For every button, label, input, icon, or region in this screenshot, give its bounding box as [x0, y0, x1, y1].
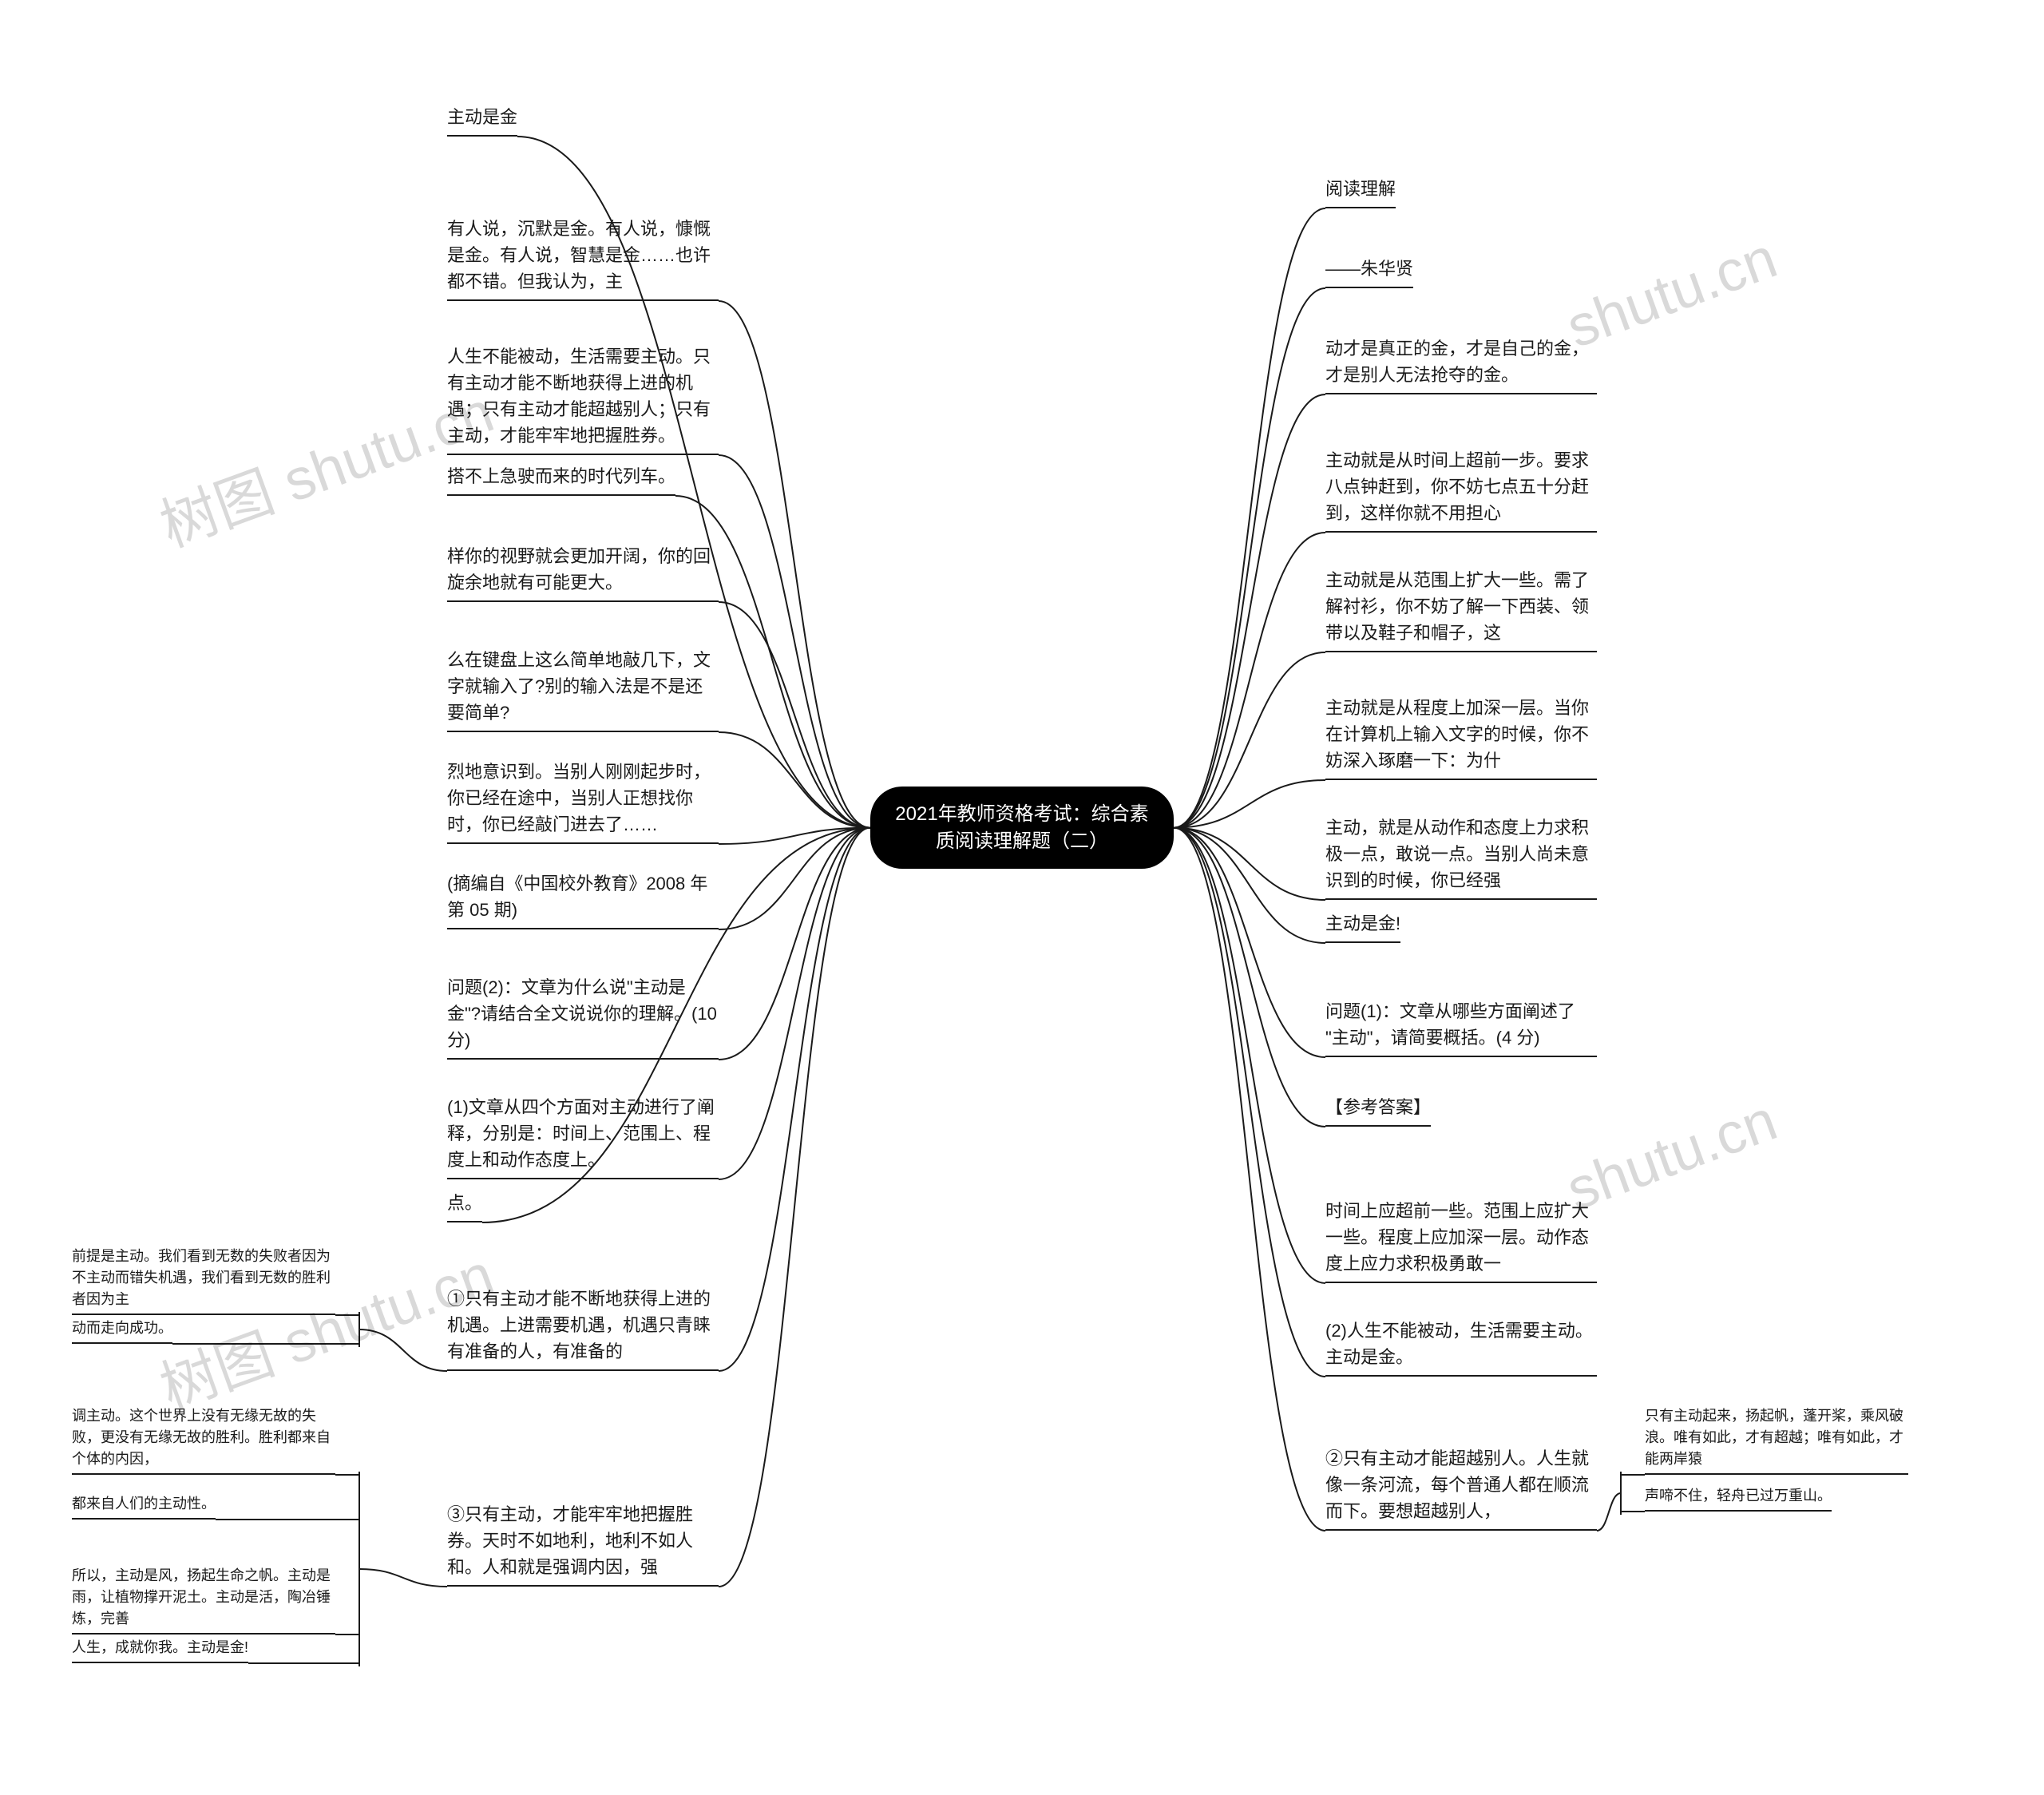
leaf-r12b: 声啼不住，轻舟已过万重山。 — [1645, 1485, 1832, 1512]
mindmap-canvas: 2021年教师资格考试：综合素质阅读理解题（二） 主动是金 有人说，沉默是金。有… — [0, 0, 2044, 1795]
leaf-r9: 【参考答案】 — [1325, 1094, 1431, 1127]
leaf-l0: 主动是金 — [447, 104, 517, 137]
leaf-l2: 人生不能被动，生活需要主动。只有主动才能不断地获得上进的机遇；只有主动才能超越别… — [447, 343, 719, 455]
leaf-r0: 阅读理解 — [1325, 176, 1396, 208]
edge-layer — [0, 0, 2044, 1795]
leaf-l11: ①只有主动才能不断地获得上进的机遇。上进需要机遇，机遇只青睐有准备的人，有准备的 — [447, 1286, 719, 1371]
leaf-l3: 搭不上急驶而来的时代列车。 — [447, 463, 675, 496]
leaf-l12: ③只有主动，才能牢牢地把握胜券。天时不如地利，地利不如人和。人和就是强调内因，强 — [447, 1501, 719, 1587]
leaf-r8: 问题(1)：文章从哪些方面阐述了 "主动"，请简要概括。(4 分) — [1325, 998, 1597, 1057]
leaf-l8: 问题(2)：文章为什么说"主动是金"?请结合全文说说你的理解。(10 分) — [447, 974, 719, 1060]
leaf-r5: 主动就是从程度上加深一层。当你在计算机上输入文字的时候，你不妨深入琢磨一下：为什 — [1325, 695, 1597, 780]
leaf-r12: ②只有主动才能超越别人。人生就像一条河流，每个普通人都在顺流而下。要想超越别人， — [1325, 1445, 1597, 1531]
leaf-l9: (1)文章从四个方面对主动进行了阐释，分别是：时间上、范围上、程度上和动作态度上… — [447, 1094, 719, 1179]
leaf-l5: 么在键盘上这么简单地敲几下，文字就输入了?别的输入法是不是还要简单? — [447, 647, 719, 732]
leaf-l6: 烈地意识到。当别人刚刚起步时，你已经在途中，当别人正想找你时，你已经敲门进去了…… — [447, 759, 719, 844]
leaf-r10: 时间上应超前一些。范围上应扩大一些。程度上应加深一层。动作态度上应力求积极勇敢一 — [1325, 1198, 1597, 1283]
leaf-l12d: 人生，成就你我。主动是金! — [72, 1637, 248, 1663]
leaf-r7: 主动是金! — [1325, 910, 1400, 943]
leaf-l7: (摘编自《中国校外教育》2008 年第 05 期) — [447, 870, 719, 929]
leaf-l10: 点。 — [447, 1190, 482, 1222]
leaf-r12a: 只有主动起来，扬起帆，蓬开桨，乘风破浪。唯有如此，才有超越；唯有如此，才能两岸猿 — [1645, 1405, 1908, 1475]
leaf-r1: ——朱华贤 — [1325, 256, 1413, 288]
leaf-l12c: 所以，主动是风，扬起生命之帆。主动是雨，让植物撑开泥土。主动是活，陶冶锤炼，完善 — [72, 1565, 335, 1635]
leaf-l11b: 动而走向成功。 — [72, 1318, 172, 1344]
leaf-l11a: 前提是主动。我们看到无数的失败者因为不主动而错失机遇，我们看到无数的胜利者因为主 — [72, 1246, 335, 1315]
leaf-r2: 动才是真正的金，才是自己的金，才是别人无法抢夺的金。 — [1325, 335, 1597, 394]
leaf-l12b: 都来自人们的主动性。 — [72, 1493, 216, 1520]
leaf-r6: 主动，就是从动作和态度上力求积极一点，敢说一点。当别人尚未意识到的时候，你已经强 — [1325, 814, 1597, 900]
center-label: 2021年教师资格考试：综合素质阅读理解题（二） — [895, 803, 1148, 852]
leaf-l4: 样你的视野就会更加开阔，你的回旋余地就有可能更大。 — [447, 543, 719, 602]
leaf-l1: 有人说，沉默是金。有人说，慷慨是金。有人说，智慧是金……也许都不错。但我认为，主 — [447, 216, 719, 301]
center-node: 2021年教师资格考试：综合素质阅读理解题（二） — [870, 787, 1174, 869]
leaf-r11: (2)人生不能被动，生活需要主动。主动是金。 — [1325, 1318, 1597, 1377]
leaf-r4: 主动就是从范围上扩大一些。需了解衬衫，你不妨了解一下西装、领带以及鞋子和帽子，这 — [1325, 567, 1597, 652]
leaf-r3: 主动就是从时间上超前一步。要求八点钟赶到，你不妨七点五十分赶到，这样你就不用担心 — [1325, 447, 1597, 533]
leaf-l12a: 调主动。这个世界上没有无缘无故的失败，更没有无缘无故的胜利。胜利都来自个体的内因… — [72, 1405, 335, 1475]
